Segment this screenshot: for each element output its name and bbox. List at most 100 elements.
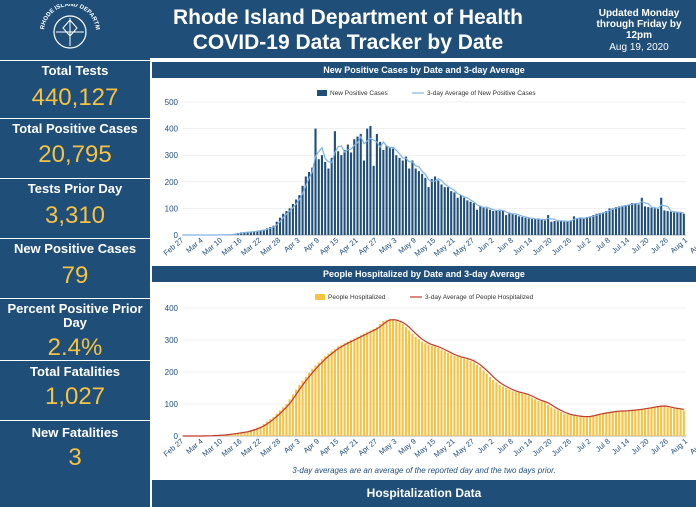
- bar: [569, 220, 572, 235]
- bar: [611, 411, 614, 436]
- bar: [579, 416, 582, 436]
- bar: [663, 406, 666, 436]
- stat-value: 440,127: [31, 84, 119, 111]
- bar: [530, 219, 534, 235]
- bar: [314, 365, 317, 436]
- bar: [547, 404, 550, 436]
- bar: [408, 168, 411, 235]
- bar: [673, 408, 676, 436]
- bar: [369, 125, 372, 235]
- bar: [359, 133, 362, 235]
- bar: [317, 159, 320, 235]
- bar: [346, 341, 349, 436]
- bar: [282, 407, 285, 436]
- stat-value: 2.4%: [47, 334, 103, 361]
- bar: [634, 409, 637, 436]
- x-tick-label: Apr 15: [318, 236, 341, 257]
- bar: [640, 408, 643, 436]
- x-tick-label: Apr 27: [356, 236, 379, 257]
- bar: [624, 410, 627, 436]
- bar: [421, 341, 424, 436]
- bar: [524, 217, 527, 235]
- bar: [440, 184, 443, 235]
- bar: [278, 410, 282, 436]
- legend-line-label: 3-day Average of People Hospitalized: [425, 294, 534, 301]
- y-tick-label: 400: [165, 125, 179, 134]
- bar: [527, 218, 530, 235]
- y-tick-label: 0: [174, 432, 179, 441]
- bar: [669, 407, 672, 436]
- bar: [485, 208, 488, 235]
- bar: [330, 157, 333, 235]
- bar: [427, 344, 430, 436]
- bar: [298, 384, 301, 436]
- bar: [291, 203, 294, 235]
- bar: [421, 173, 424, 235]
- bar: [463, 197, 466, 235]
- bar: [647, 207, 650, 235]
- bar: [408, 330, 411, 436]
- x-tick-label: May 3: [377, 437, 398, 457]
- bar: [401, 324, 404, 436]
- bar: [469, 201, 472, 235]
- ridoh-logo: RHODE ISLAND DEPARTMENT OF HEALTH: [28, 0, 110, 58]
- stat-label: New Fatalities: [31, 425, 119, 440]
- bar: [492, 380, 495, 436]
- bar: [472, 362, 475, 436]
- bar: [605, 211, 608, 235]
- bar: [259, 230, 262, 235]
- bar: [256, 230, 259, 235]
- bar: [372, 328, 375, 436]
- bar: [275, 413, 278, 436]
- bar: [550, 407, 553, 436]
- bar: [243, 232, 246, 235]
- x-tick-label: May 21: [432, 437, 457, 460]
- x-tick-label: Jun 20: [531, 437, 554, 458]
- x-tick-label: Jul 14: [610, 236, 631, 256]
- bar: [308, 172, 311, 235]
- bar: [282, 213, 285, 235]
- hospitalization-data-link[interactable]: Hospitalization Data: [152, 480, 696, 507]
- bar: [446, 352, 450, 436]
- bar: [543, 220, 546, 235]
- bar: [495, 210, 498, 235]
- legend: New Positive Cases 3-day Average of New P…: [317, 90, 536, 97]
- bar: [295, 389, 298, 436]
- bar: [388, 319, 391, 436]
- bar: [253, 231, 256, 235]
- bar: [379, 141, 382, 235]
- bar: [340, 155, 343, 235]
- x-tick-label: Mar 22: [239, 437, 263, 459]
- bar: [327, 168, 330, 235]
- x-tick-label: May 15: [413, 437, 438, 460]
- bar: [618, 206, 621, 235]
- hosp-chart-title: People Hospitalized by Date and 3-day Av…: [152, 266, 696, 282]
- bar: [631, 203, 634, 235]
- bar: [356, 136, 359, 235]
- bar: [553, 408, 556, 436]
- bar: [479, 205, 482, 235]
- bar: [553, 221, 556, 235]
- bar: [660, 405, 663, 436]
- bar: [288, 399, 291, 436]
- bar: [511, 391, 514, 436]
- bar: [295, 199, 298, 235]
- bar: [417, 171, 420, 235]
- bar: [682, 410, 685, 436]
- bar: [256, 427, 259, 436]
- x-tick-label: Mar 16: [220, 437, 244, 459]
- title-line-2: COVID-19 Data Tracker by Date: [192, 31, 504, 54]
- bar: [644, 206, 647, 235]
- bar: [556, 410, 559, 436]
- bar: [385, 320, 388, 436]
- bar: [269, 227, 272, 235]
- x-tick-label: Apr 21: [337, 236, 360, 257]
- update-schedule: Updated Monday through Friday by 12pm: [596, 8, 682, 41]
- stat-value: 20,795: [38, 141, 112, 168]
- bar: [472, 203, 475, 235]
- bar: [450, 354, 453, 436]
- bar: [508, 389, 511, 436]
- bar: [540, 401, 543, 436]
